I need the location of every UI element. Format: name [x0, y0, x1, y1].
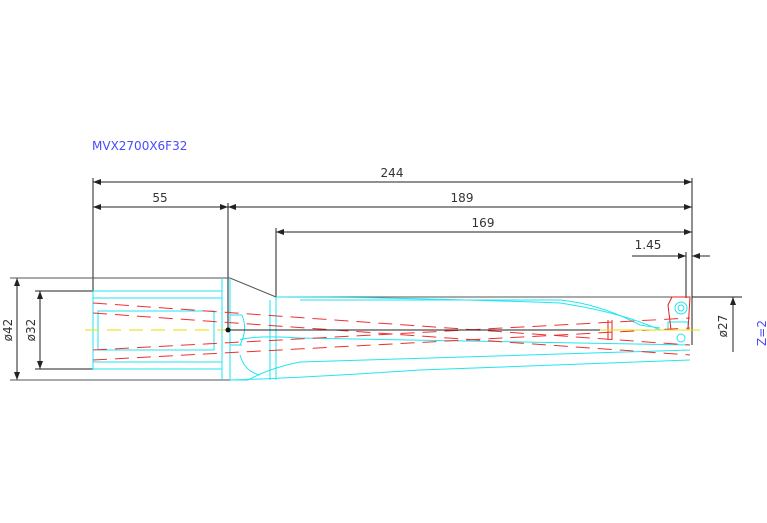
flutes-label: Z=2	[755, 320, 767, 346]
svg-text:55: 55	[152, 191, 167, 205]
svg-text:1.45: 1.45	[635, 238, 662, 252]
coolant-channels	[92, 302, 691, 361]
svg-text:ø27: ø27	[716, 315, 730, 338]
svg-text:ø42: ø42	[1, 319, 15, 342]
dimension-1-45: 1.45	[632, 238, 710, 259]
svg-text:189: 189	[451, 191, 474, 205]
dimension-d32: ø32	[24, 291, 43, 369]
dimension-d42: ø42	[1, 278, 20, 380]
dimension-55: 55	[93, 191, 228, 210]
tool-title: MVX2700X6F32	[92, 139, 187, 153]
dimension-244: 244	[93, 166, 692, 185]
dimension-169: 169	[276, 216, 692, 235]
svg-text:244: 244	[381, 166, 404, 180]
dimension-d27: ø27	[716, 297, 736, 352]
dimension-189: 189	[228, 191, 692, 210]
reference-point	[225, 327, 231, 333]
shank	[92, 278, 246, 380]
svg-text:ø32: ø32	[24, 319, 38, 342]
svg-text:169: 169	[472, 216, 495, 230]
tool-outline	[10, 277, 690, 381]
